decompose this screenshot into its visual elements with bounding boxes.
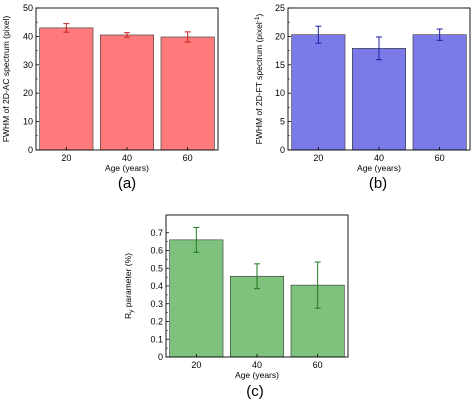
x-tick-label-20: 20 bbox=[313, 153, 323, 163]
error-bar-20 bbox=[315, 25, 322, 44]
panel-label: (c) bbox=[246, 383, 264, 400]
panel-label: (a) bbox=[118, 175, 136, 192]
y-tick-label: 0.4 bbox=[150, 281, 163, 291]
bar-40 bbox=[230, 275, 284, 358]
y-tick-label: 0 bbox=[280, 145, 285, 155]
bar-40 bbox=[352, 48, 406, 151]
bar-60 bbox=[160, 36, 215, 151]
error-bar-60 bbox=[314, 261, 321, 309]
bar-20 bbox=[169, 239, 224, 358]
x-tick-label-60: 60 bbox=[183, 153, 193, 163]
y-tick-label: 0.6 bbox=[150, 246, 163, 256]
error-bar-40 bbox=[124, 32, 130, 38]
error-bar-20 bbox=[63, 23, 70, 33]
panel-label: (b) bbox=[369, 175, 387, 192]
y-axis-title: Ry parameter (%) bbox=[123, 253, 135, 319]
x-tick-label-40: 40 bbox=[252, 360, 262, 370]
x-tick-label-60: 60 bbox=[435, 153, 445, 163]
y-tick-label: 20 bbox=[23, 88, 33, 98]
y-tick-label: 20 bbox=[275, 31, 285, 41]
x-axis-title: Age (years) bbox=[357, 163, 401, 173]
panel-c: 0 0.1 0.2 0.3 0.4 0.5 0.6 0.7 20 40 60 Age (years) R… bbox=[123, 214, 349, 400]
x-tick-label-60: 60 bbox=[313, 360, 323, 370]
x-tick-label-20: 20 bbox=[191, 360, 201, 370]
y-axis-title: FWHM of 2D-FT spectrum (pixel-1) bbox=[254, 13, 264, 144]
y-tick-label: 25 bbox=[275, 3, 285, 13]
panel-a: 0 10 20 30 40 50 20 40 60 Age (years) FWHM of 2D-A… bbox=[1, 3, 219, 192]
error-bar-20 bbox=[193, 226, 200, 253]
y-tick-label: 0 bbox=[28, 145, 33, 155]
y-tick-label: 0.2 bbox=[150, 317, 163, 327]
y-axis-title: FWHM of 2D-AC spectrum (pixel) bbox=[1, 16, 11, 143]
panel-b: 0 5 10 15 20 25 20 40 60 Age (years) FWHM of 2D-FT… bbox=[254, 3, 471, 192]
x-tick-label-20: 20 bbox=[61, 153, 71, 163]
y-tick-label: 0.1 bbox=[150, 334, 163, 344]
y-tick-label: 40 bbox=[23, 31, 33, 41]
bar-20 bbox=[291, 34, 346, 151]
error-bar-60 bbox=[184, 31, 191, 43]
error-bar-60 bbox=[436, 28, 443, 41]
y-tick-label: 0 bbox=[158, 352, 163, 362]
x-tick-label-40: 40 bbox=[122, 153, 132, 163]
y-tick-label: 0.5 bbox=[150, 263, 163, 273]
y-tick-label: 30 bbox=[23, 60, 33, 70]
y-tick-label: 15 bbox=[275, 60, 285, 70]
y-tick-label: 10 bbox=[23, 117, 33, 127]
y-tick-label: 0.3 bbox=[150, 299, 163, 309]
y-tick-label: 50 bbox=[23, 3, 33, 13]
y-tick-label: 10 bbox=[275, 88, 285, 98]
error-bar-40 bbox=[254, 263, 260, 290]
x-axis-title: Age (years) bbox=[235, 370, 279, 380]
y-tick-label: 0.7 bbox=[150, 228, 163, 238]
bar-60 bbox=[412, 34, 467, 151]
error-bar-40 bbox=[376, 36, 382, 61]
x-axis-title: Age (years) bbox=[105, 163, 149, 173]
x-tick-label-40: 40 bbox=[374, 153, 384, 163]
y-tick-label: 5 bbox=[280, 117, 285, 127]
bar-20 bbox=[39, 27, 94, 151]
bar-40 bbox=[100, 34, 154, 151]
